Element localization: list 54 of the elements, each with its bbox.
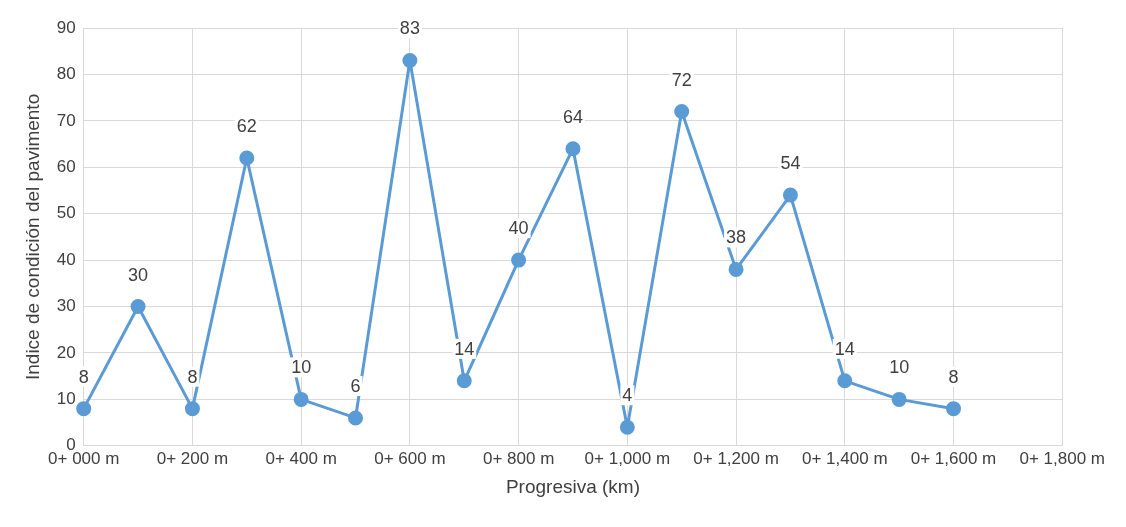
data-label: 8 xyxy=(187,366,198,387)
point xyxy=(402,53,418,68)
point xyxy=(130,299,146,315)
x-tick-label: 0+ 600 m xyxy=(374,448,446,468)
point xyxy=(837,373,853,389)
y-tick-label: 30 xyxy=(56,296,76,316)
data-label: 6 xyxy=(350,375,361,396)
data-label: 40 xyxy=(508,218,529,239)
data-label: 64 xyxy=(562,106,583,127)
point xyxy=(782,187,798,203)
y-axis-title: Indice de condición del pavimento xyxy=(21,93,43,381)
x-tick-label: 0+ 800 m xyxy=(482,448,555,468)
x-tick-label: 0+ 1,800 m xyxy=(1019,448,1105,468)
point xyxy=(891,391,907,407)
y-tick-label: 40 xyxy=(56,249,76,269)
point xyxy=(946,401,962,417)
point xyxy=(619,419,635,435)
data-label: 4 xyxy=(622,385,633,406)
data-label: 10 xyxy=(291,357,312,378)
x-tick-label: 0+ 400 m xyxy=(265,448,337,468)
y-tick-label: 70 xyxy=(56,110,76,130)
point xyxy=(565,141,581,157)
point xyxy=(456,373,472,389)
x-tick-label: 0+ 1,400 m xyxy=(802,448,888,468)
point xyxy=(348,410,364,426)
data-label: 38 xyxy=(726,227,747,248)
y-tick-label: 10 xyxy=(56,389,76,409)
data-label: 14 xyxy=(454,338,475,359)
data-label: 14 xyxy=(834,338,855,359)
y-tick-label: 50 xyxy=(56,203,76,223)
data-label: 8 xyxy=(948,366,959,387)
point xyxy=(184,401,200,417)
data-label: 54 xyxy=(780,153,801,174)
point xyxy=(511,252,527,268)
data-label: 83 xyxy=(399,18,420,39)
point xyxy=(728,261,744,277)
y-tick-label: 60 xyxy=(56,156,76,176)
data-label: 8 xyxy=(78,366,89,387)
point xyxy=(239,150,255,166)
x-tick-label: 0+ 1,200 m xyxy=(693,448,779,468)
point xyxy=(293,391,309,407)
point xyxy=(674,104,690,120)
x-axis-title: Progresiva (km) xyxy=(505,475,641,497)
data-label: 30 xyxy=(128,264,149,285)
data-label: 72 xyxy=(671,69,692,90)
x-tick-label: 0+ 1,600 m xyxy=(910,448,997,468)
point xyxy=(76,401,92,417)
x-tick-label: 0+ 1,000 m xyxy=(584,448,671,468)
data-label: 10 xyxy=(889,357,910,378)
data-label: 62 xyxy=(236,115,257,136)
y-tick-label: 20 xyxy=(56,342,76,362)
x-tick-label: 0+ 200 m xyxy=(156,448,229,468)
y-tick-label: 80 xyxy=(56,64,76,84)
y-tick-label: 90 xyxy=(56,17,76,37)
